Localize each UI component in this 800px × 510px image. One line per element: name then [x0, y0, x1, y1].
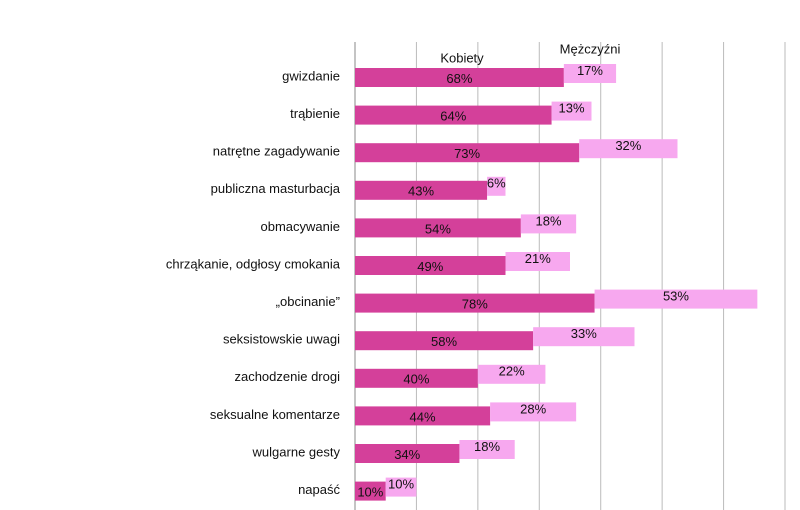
- value-label: 22%: [499, 364, 525, 379]
- bar: [490, 402, 577, 422]
- bar: [355, 293, 595, 313]
- value-label: 32%: [615, 138, 641, 153]
- category-label: seksistowskie uwagi: [223, 332, 340, 347]
- category-label: publiczna masturbacja: [211, 181, 341, 196]
- value-label: 44%: [410, 409, 436, 424]
- bar: [355, 256, 506, 275]
- bar: [551, 101, 592, 121]
- bar: [355, 180, 488, 200]
- bar: [505, 252, 570, 271]
- bar: [355, 218, 521, 238]
- value-label: 33%: [571, 326, 597, 341]
- bar: [355, 105, 552, 125]
- category-label: wulgarne gesty: [252, 444, 341, 459]
- value-label: 10%: [357, 485, 383, 500]
- bar: [487, 176, 506, 196]
- bar: [355, 143, 580, 163]
- value-label: 6%: [487, 176, 506, 191]
- value-label: 13%: [559, 101, 585, 116]
- category-label: gwizdanie: [282, 68, 340, 83]
- value-label: 43%: [408, 184, 434, 199]
- category-label: zachodzenie drogi: [234, 369, 340, 384]
- value-label: 34%: [394, 447, 420, 462]
- category-label: seksualne komentarze: [210, 407, 340, 422]
- bar: [355, 68, 564, 87]
- bar: [579, 139, 678, 159]
- bar: [355, 481, 386, 501]
- bar: [477, 364, 546, 384]
- category-label: napaść: [298, 482, 340, 497]
- value-label: 28%: [520, 401, 546, 416]
- category-label: obmacywanie: [261, 219, 341, 234]
- value-label: 68%: [446, 71, 472, 86]
- bar: [355, 406, 491, 426]
- bar: [355, 444, 460, 463]
- value-label: 78%: [462, 297, 488, 312]
- bar: [459, 440, 515, 459]
- category-label: trąbienie: [290, 106, 340, 121]
- category-label: „obcinanie”: [276, 294, 340, 309]
- legend-label: Kobiety: [440, 50, 484, 65]
- value-label: 10%: [388, 477, 414, 492]
- bar: [355, 368, 478, 388]
- value-label: 58%: [431, 334, 457, 349]
- bar: [594, 289, 758, 309]
- bar: [533, 327, 635, 347]
- value-label: 18%: [474, 439, 500, 454]
- bar: [385, 477, 417, 497]
- value-label: 53%: [663, 289, 689, 304]
- value-label: 17%: [577, 63, 603, 78]
- value-label: 49%: [417, 259, 443, 274]
- bar: [355, 331, 534, 351]
- value-label: 54%: [425, 221, 451, 236]
- category-label: chrząkanie, odgłosy cmokania: [166, 256, 341, 271]
- value-label: 18%: [535, 213, 561, 228]
- value-label: 40%: [403, 372, 429, 387]
- category-label: natrętne zagadywanie: [213, 144, 340, 159]
- value-label: 73%: [454, 146, 480, 161]
- bar: [520, 214, 577, 234]
- legend-label: Mężczyźni: [560, 41, 621, 56]
- bar: [563, 64, 617, 83]
- value-label: 21%: [525, 251, 551, 266]
- value-label: 64%: [440, 109, 466, 124]
